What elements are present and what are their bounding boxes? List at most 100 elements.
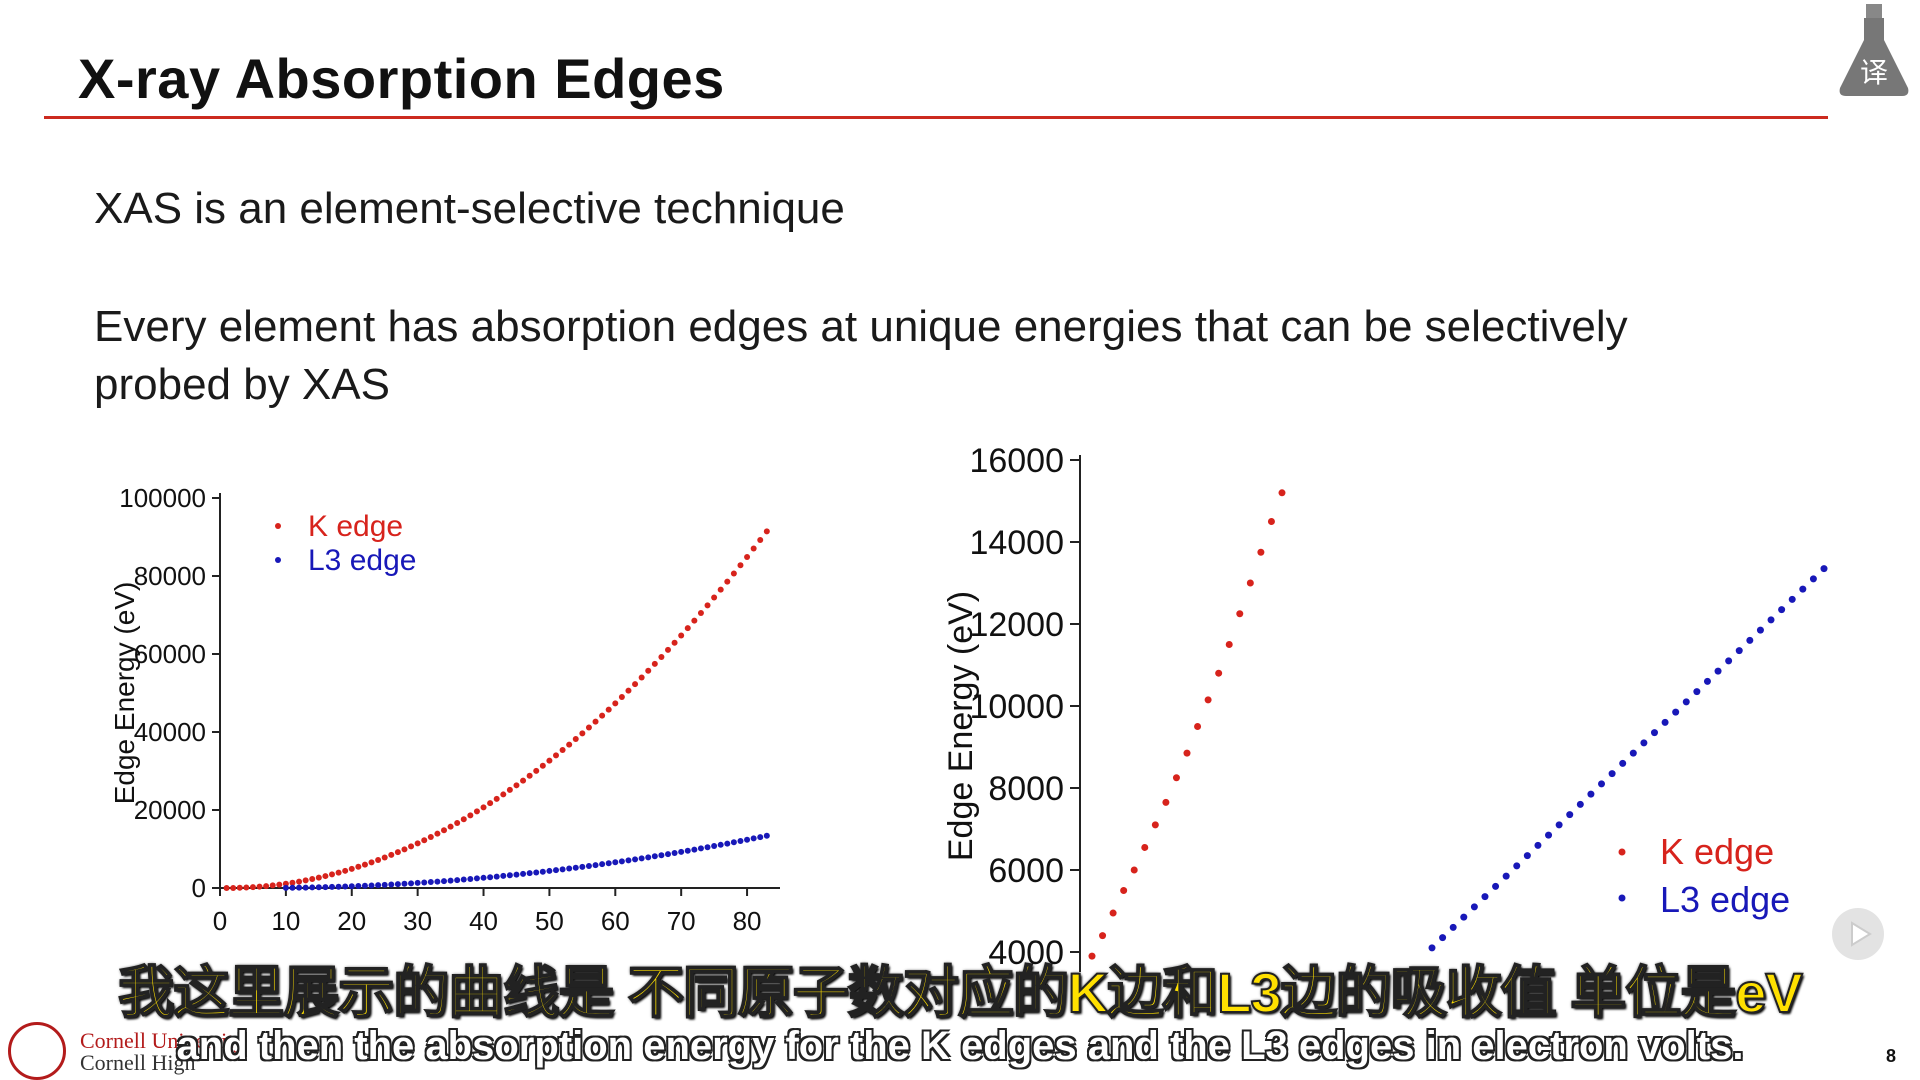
k-edge-point: [309, 876, 316, 883]
k-edge-point: [1141, 843, 1149, 851]
k-edge-point: [361, 861, 368, 868]
k-edge-point: [342, 867, 349, 874]
l3-edge-point: [441, 878, 447, 885]
l3-edge-point: [513, 871, 520, 878]
l3-edge-point: [750, 835, 757, 842]
k-edge-point: [441, 827, 447, 834]
k-edge-point: [256, 883, 263, 890]
l3-edge-point: [414, 879, 421, 886]
k-edge-point: [1172, 774, 1180, 782]
k-edge-point: [315, 874, 322, 881]
k-edge-point: [355, 863, 362, 870]
l3-edge-point: [506, 872, 513, 879]
l3-edge-point: [559, 866, 566, 873]
k-edge-point: [520, 777, 527, 784]
k-edge-point: [526, 772, 533, 779]
k-edge-point: [1267, 518, 1275, 525]
k-edge-point: [375, 856, 382, 863]
k-edge-point: [704, 602, 711, 609]
play-icon[interactable]: [1832, 908, 1884, 960]
l3-edge-point: [1809, 575, 1817, 583]
l3-edge-point: [1714, 667, 1722, 675]
legend-l3-label: L3 edge: [1660, 879, 1790, 920]
k-edge-point: [730, 570, 737, 577]
x-tick-label: 40: [469, 906, 498, 936]
l3-edge-point: [309, 884, 316, 891]
k-edge-point: [553, 752, 559, 759]
x-tick-label: 0: [213, 906, 227, 936]
legend-k-label: K edge: [308, 510, 403, 543]
l3-edge-point: [1460, 913, 1468, 921]
k-edge-point: [348, 865, 355, 872]
l3-edge-point: [651, 853, 658, 860]
k-edge-point: [658, 653, 665, 660]
l3-edge-point: [585, 862, 592, 869]
k-edge-point: [513, 782, 520, 789]
l3-edge-point: [744, 836, 751, 843]
y-tick-label: 12000: [969, 606, 1064, 644]
k-edge-point: [691, 617, 698, 624]
l3-edge-point: [572, 864, 579, 871]
l3-edge-point: [1492, 882, 1500, 890]
l3-edge-point: [1640, 739, 1648, 747]
k-edge-point: [408, 843, 415, 850]
l3-edge-point: [467, 875, 474, 882]
l3-edge-point: [1629, 749, 1637, 757]
l3-edge-point: [1608, 770, 1616, 778]
k-edge-point: [282, 880, 289, 887]
k-edge-point: [1151, 821, 1159, 829]
x-tick-label: 10: [271, 906, 300, 936]
x-tick-label: 30: [403, 906, 432, 936]
l3-edge-point: [724, 840, 731, 847]
l3-edge-point: [315, 884, 322, 891]
l3-edge-point: [711, 843, 718, 850]
k-edge-point: [335, 869, 342, 876]
l3-edge-point: [1661, 718, 1669, 726]
l3-edge-point: [1470, 903, 1478, 911]
k-edge-point: [665, 646, 671, 653]
k-edge-point: [1225, 641, 1233, 648]
k-edge-point: [697, 610, 704, 617]
l3-edge-point: [355, 883, 362, 890]
k-edge-point: [618, 694, 625, 701]
l3-edge-point: [368, 882, 375, 889]
k-edge-point: [249, 884, 256, 891]
flask-translate-icon[interactable]: 译: [1834, 0, 1914, 100]
l3-edge-point: [1756, 626, 1764, 634]
l3-edge-point: [546, 867, 553, 874]
y-tick-label: 40000: [134, 717, 206, 747]
l3-edge-point: [697, 845, 704, 852]
k-edge-point: [744, 553, 751, 560]
l3-edge-point: [684, 847, 691, 854]
k-edge-point: [1246, 579, 1254, 587]
k-edge-point: [711, 594, 718, 601]
l3-edge-point: [1693, 688, 1701, 696]
y-tick-label: 8000: [988, 770, 1064, 808]
l3-edge-point: [401, 880, 408, 887]
l3-edge-point: [447, 877, 454, 884]
l3-edge-point: [678, 848, 685, 855]
l3-edge-point: [460, 876, 467, 883]
y-tick-label: 80000: [134, 561, 206, 591]
l3-edge-point: [671, 850, 678, 857]
k-edge-point: [651, 660, 658, 667]
l3-edge-point: [1672, 708, 1680, 716]
l3-edge-point: [335, 883, 342, 890]
l3-edge-point: [302, 884, 309, 891]
legend-k-marker: [275, 523, 281, 529]
k-edge-point: [394, 849, 401, 856]
l3-edge-point: [1799, 585, 1807, 593]
l3-edge-point: [394, 881, 401, 888]
k-edge-point: [1099, 932, 1107, 940]
k-edge-point: [737, 562, 744, 569]
k-edge-point: [223, 885, 230, 891]
y-tick-label: 4000: [988, 934, 1064, 972]
k-edge-point: [1162, 798, 1170, 806]
k-edge-point: [421, 837, 428, 844]
l3-edge-point: [1513, 862, 1521, 870]
l3-edge-point: [329, 883, 335, 890]
k-edge-point: [487, 800, 494, 807]
k-edge-point: [493, 795, 500, 802]
k-edge-point: [579, 730, 586, 737]
k-edge-point: [1215, 669, 1223, 677]
